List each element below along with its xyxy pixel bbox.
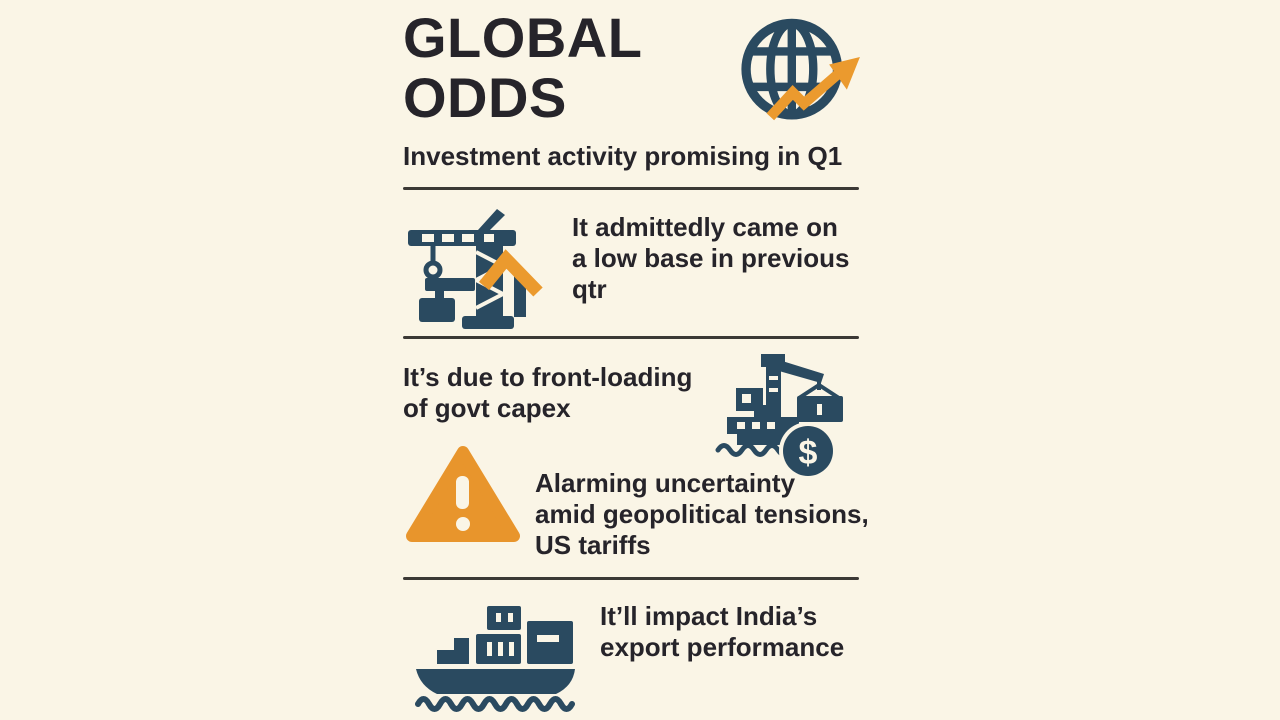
page-subtitle: Investment activity promising in Q1 [403,141,843,171]
warning-triangle-icon [406,446,520,542]
port-crane-dollar-icon: $ [715,354,843,480]
divider [403,336,859,339]
section-govt-capex-text: It’s due to front-loading of govt capex [403,362,693,423]
section-low-base-text: It admittedly came on a low base in prev… [572,212,850,304]
globe-growth-arrow-icon [741,18,860,121]
divider [403,187,859,190]
section-uncertainty-text: Alarming uncertainty amid geopolitical t… [535,468,869,560]
section-exports-text: It’ll impact India’s export performance [600,601,845,662]
cargo-ship-icon [415,606,575,712]
divider [403,577,859,580]
dollar-sign: $ [799,434,818,472]
page-title: GLOBAL ODDS [403,6,643,129]
construction-crane-up-arrow-icon [408,209,543,329]
